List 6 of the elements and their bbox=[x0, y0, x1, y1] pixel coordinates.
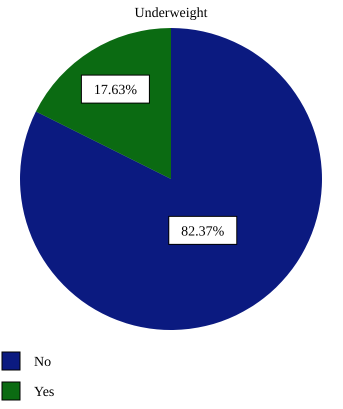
chart-title: Underweight bbox=[134, 6, 208, 21]
pie-slice bbox=[20, 28, 322, 330]
legend-label: No bbox=[34, 355, 52, 370]
data-label: 17.63% bbox=[94, 83, 138, 98]
legend-label: Yes bbox=[34, 385, 54, 400]
data-label: 82.37% bbox=[181, 224, 225, 240]
